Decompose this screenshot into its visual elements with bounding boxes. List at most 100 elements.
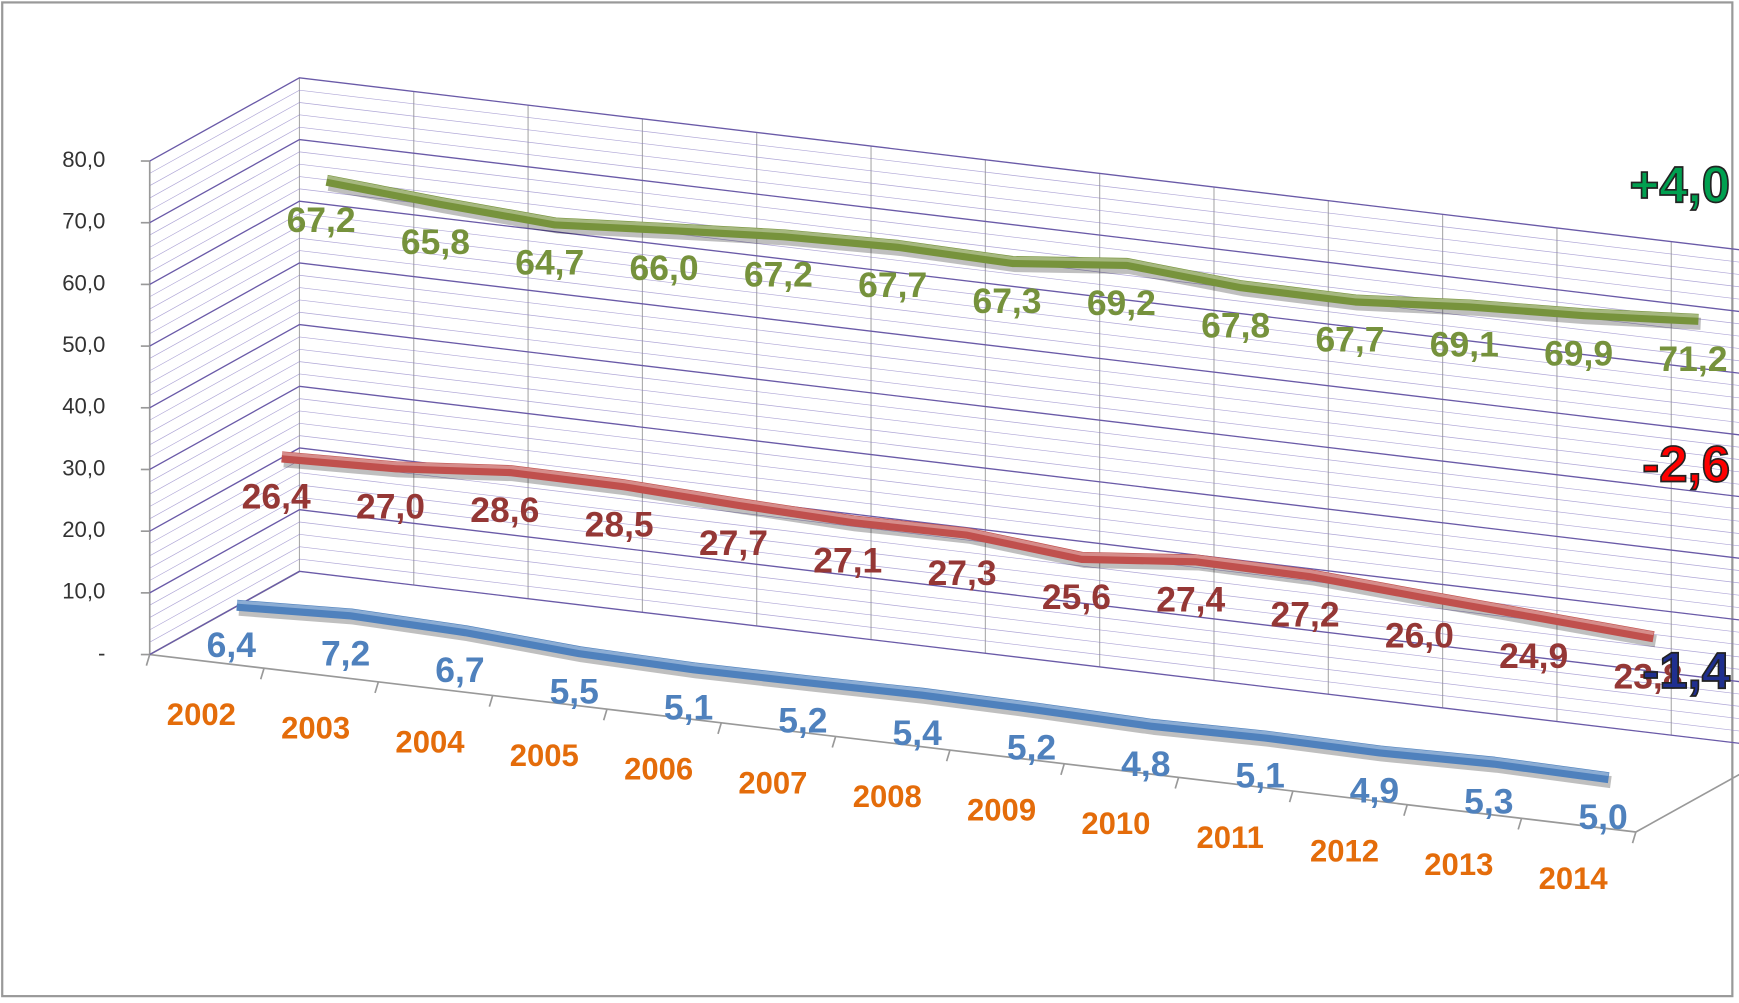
grid-line bbox=[149, 200, 1739, 374]
y-tick-label: 80,0 bbox=[62, 147, 105, 172]
wall-minor-grid bbox=[149, 435, 1739, 608]
grid-line bbox=[149, 385, 1739, 559]
y-tick-label: 10,0 bbox=[62, 579, 105, 604]
data-label: 67,2 bbox=[287, 200, 356, 240]
data-label: 7,2 bbox=[321, 633, 370, 673]
wall-minor-grid bbox=[149, 472, 1739, 645]
x-tick bbox=[145, 654, 151, 666]
y-tick-label: 40,0 bbox=[62, 394, 105, 419]
x-tick bbox=[1288, 790, 1294, 803]
series-line bbox=[236, 599, 1610, 784]
line-highlight bbox=[326, 175, 1699, 318]
grid-line bbox=[149, 447, 1739, 621]
data-label: 71,2 bbox=[1658, 339, 1727, 379]
x-tick-label: 2012 bbox=[1310, 834, 1379, 869]
x-tick-label: 2011 bbox=[1197, 820, 1264, 855]
data-label: 5,3 bbox=[1464, 782, 1513, 822]
x-tick-label: 2007 bbox=[738, 765, 807, 800]
grid-line bbox=[149, 323, 1739, 498]
annotation: +4,0 bbox=[1629, 156, 1730, 213]
wall-minor-grid bbox=[149, 89, 1739, 263]
wall-minor-grid bbox=[149, 484, 1739, 658]
series-line bbox=[281, 451, 1655, 643]
x-tick bbox=[488, 695, 494, 707]
y-tick-label: 20,0 bbox=[62, 517, 105, 542]
wall-minor-grid bbox=[149, 126, 1739, 300]
data-label: 67,7 bbox=[1315, 320, 1384, 360]
x-tick-label: 2002 bbox=[167, 697, 236, 732]
x-tick bbox=[1517, 818, 1523, 830]
x-tick-label: 2010 bbox=[1081, 806, 1150, 841]
x-tick bbox=[602, 708, 608, 721]
grid-line bbox=[149, 570, 1739, 744]
line-highlight bbox=[281, 451, 1654, 636]
annotation: -2,6 bbox=[1642, 436, 1730, 493]
data-label: 67,8 bbox=[1201, 305, 1270, 345]
wall-minor-grid bbox=[149, 496, 1739, 670]
data-label: 5,2 bbox=[778, 700, 827, 740]
data-label: 67,3 bbox=[972, 281, 1041, 321]
data-label: 6,7 bbox=[435, 650, 484, 690]
data-label: 23,8 bbox=[1613, 656, 1682, 696]
data-label: 28,6 bbox=[470, 490, 539, 530]
wall-minor-grid bbox=[149, 188, 1739, 362]
wall-minor-grid bbox=[149, 546, 1739, 719]
data-label: 27,0 bbox=[356, 486, 425, 526]
wall-minor-grid bbox=[149, 225, 1739, 399]
x-tick bbox=[1174, 777, 1180, 789]
wall-minor-grid bbox=[149, 336, 1739, 510]
data-label: 64,7 bbox=[515, 243, 584, 283]
wall-minor-grid bbox=[149, 361, 1739, 534]
data-label: 67,7 bbox=[858, 265, 927, 305]
data-label: 27,7 bbox=[699, 523, 768, 563]
wall-minor-grid bbox=[149, 558, 1739, 732]
data-label: 27,2 bbox=[1271, 594, 1340, 634]
x-tick bbox=[259, 667, 265, 680]
wall-minor-grid bbox=[149, 534, 1739, 707]
series-line bbox=[325, 174, 1699, 325]
grid-line bbox=[149, 138, 1739, 313]
data-label: 26,4 bbox=[242, 476, 311, 516]
wall-minor-grid bbox=[149, 398, 1739, 571]
annotation: -1,4 bbox=[1642, 642, 1731, 699]
x-tick bbox=[717, 722, 723, 735]
data-label: 69,2 bbox=[1087, 283, 1156, 323]
data-label: 5,1 bbox=[664, 687, 713, 727]
floor-edge bbox=[149, 653, 1636, 833]
data-label: 26,0 bbox=[1385, 615, 1454, 655]
wall-minor-grid bbox=[149, 521, 1739, 695]
x-tick-label: 2005 bbox=[510, 738, 579, 773]
wall-minor-grid bbox=[149, 213, 1739, 386]
data-label: 67,2 bbox=[744, 254, 813, 294]
x-tick bbox=[374, 681, 380, 694]
y-tick-label: 70,0 bbox=[62, 209, 105, 234]
y-tick-label: - bbox=[98, 640, 105, 665]
data-label: 25,6 bbox=[1042, 577, 1111, 617]
data-label: 27,4 bbox=[1156, 579, 1225, 619]
x-tick bbox=[831, 736, 837, 748]
x-tick-label: 2003 bbox=[281, 711, 350, 746]
x-tick bbox=[1403, 804, 1409, 817]
x-tick bbox=[945, 749, 951, 762]
wall-minor-grid bbox=[149, 410, 1739, 584]
data-label: 4,9 bbox=[1350, 771, 1399, 811]
y-tick-label: 60,0 bbox=[62, 270, 105, 295]
wall-minor-grid bbox=[149, 311, 1739, 485]
wall-minor-grid bbox=[149, 151, 1739, 325]
wall-minor-grid bbox=[149, 299, 1739, 473]
data-label: 69,1 bbox=[1430, 325, 1499, 365]
wall-minor-grid bbox=[149, 237, 1739, 411]
data-label: 27,3 bbox=[928, 553, 997, 593]
x-tick-label: 2008 bbox=[853, 779, 922, 814]
wall-minor-grid bbox=[149, 250, 1739, 423]
x-tick-label: 2006 bbox=[624, 752, 693, 787]
grid-line bbox=[149, 508, 1739, 683]
x-tick-label: 2014 bbox=[1539, 861, 1609, 896]
wall-minor-grid bbox=[149, 373, 1739, 547]
wall-minor-grid bbox=[149, 274, 1739, 448]
x-tick bbox=[1631, 831, 1637, 844]
x-tick-label: 2009 bbox=[967, 793, 1036, 828]
grid-line bbox=[149, 77, 1739, 251]
data-label: 5,5 bbox=[550, 671, 599, 711]
